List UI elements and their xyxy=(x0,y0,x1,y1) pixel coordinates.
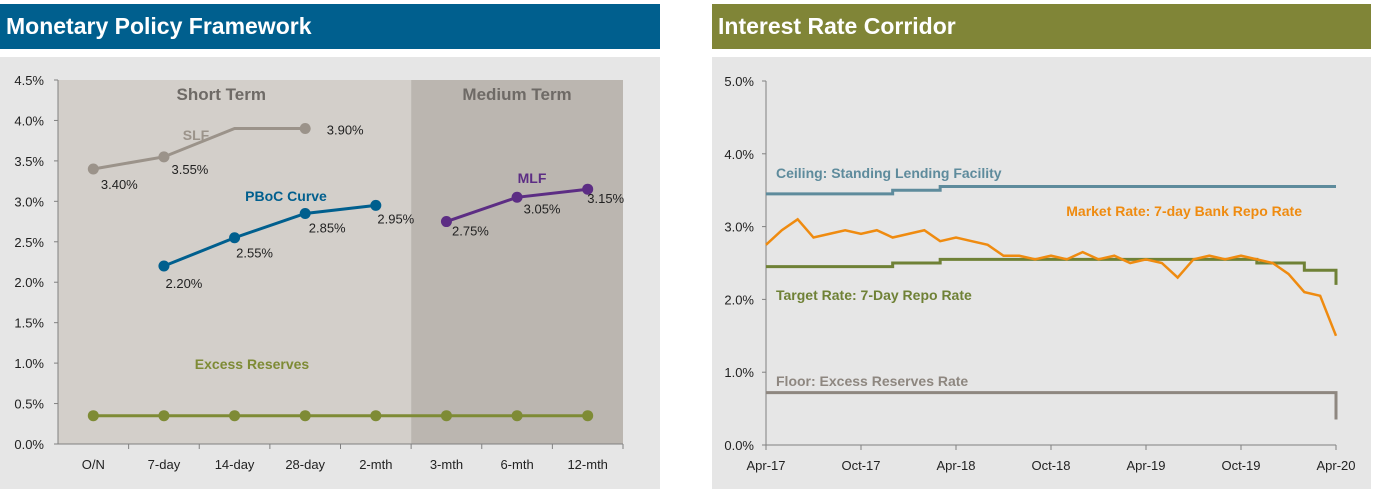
y-tick-label: 4.0% xyxy=(724,147,754,162)
market-rate-7-day-bank-repo-rate-series-label: Market Rate: 7-day Bank Repo Rate xyxy=(1066,203,1302,219)
pboc-curve-data-label: 2.85% xyxy=(309,220,346,235)
x-tick-label: O/N xyxy=(82,457,105,472)
mlf-point xyxy=(582,183,594,195)
x-tick-label: Apr-19 xyxy=(1126,458,1165,473)
slf-data-label: 3.55% xyxy=(172,162,209,177)
ceiling-standing-lending-facility-series-label: Ceiling: Standing Lending Facility xyxy=(776,165,1002,181)
x-tick-label: Oct-17 xyxy=(841,458,880,473)
x-tick-label: 28-day xyxy=(285,457,325,472)
y-tick-label: 0.0% xyxy=(724,438,754,453)
x-tick-label: 2-mth xyxy=(359,457,392,472)
y-tick-label: 4.0% xyxy=(14,113,44,128)
short-term-label: Short Term xyxy=(177,85,266,104)
y-tick-label: 3.0% xyxy=(724,220,754,235)
x-tick-label: 7-day xyxy=(148,457,181,472)
medium-term-region xyxy=(411,80,623,444)
pboc-curve-point xyxy=(370,199,382,211)
slf-point xyxy=(158,151,170,163)
interest-rate-corridor-chart: 0.0% 1.0% 2.0% 3.0% 4.0% 5.0% Apr-17 Oct-17 Apr-… xyxy=(724,74,1355,473)
y-tick-label: 1.0% xyxy=(14,356,44,371)
x-tick-label: Oct-18 xyxy=(1031,458,1070,473)
excess-reserves-point xyxy=(582,410,594,422)
pboc-curve-point xyxy=(299,207,311,219)
x-tick-label: 3-mth xyxy=(430,457,463,472)
pboc-curve-data-label: 2.55% xyxy=(236,246,273,261)
y-tick-label: 5.0% xyxy=(724,74,754,89)
pboc-curve-data-label: 2.20% xyxy=(166,276,203,291)
x-tick-label: Apr-18 xyxy=(936,458,975,473)
pboc-curve-line xyxy=(163,203,376,268)
panel-title: Interest Rate Corridor xyxy=(712,4,1371,49)
slf-point xyxy=(299,123,311,135)
x-tick-label: Apr-20 xyxy=(1316,458,1355,473)
pboc-curve-series-label: PBoC Curve xyxy=(245,188,327,204)
pboc-curve-point xyxy=(229,232,241,244)
y-tick-label: 1.5% xyxy=(14,316,44,331)
excess-reserves-point xyxy=(158,410,170,422)
excess-reserves-point xyxy=(440,410,452,422)
slf-point xyxy=(87,163,99,175)
slf-data-label: 3.90% xyxy=(327,123,364,138)
pboc-curve-data-label: 2.95% xyxy=(377,211,414,226)
mlf-point xyxy=(511,191,523,203)
excess-reserves-point xyxy=(370,410,382,422)
floor-excess-reserves-rate-line xyxy=(766,391,1338,420)
target-rate-7-day-repo-rate-series-label: Target Rate: 7-Day Repo Rate xyxy=(776,287,972,303)
y-tick-label: 1.0% xyxy=(724,365,754,380)
slf-data-label: 3.40% xyxy=(101,177,138,192)
plot-background xyxy=(712,57,1371,489)
interest-rate-corridor-panel: Interest Rate Corridor 0.0% 1.0% 2.0% 3.0% 4… xyxy=(712,0,1376,491)
mlf-data-label: 3.15% xyxy=(587,191,624,206)
medium-term-label: Medium Term xyxy=(462,85,571,104)
y-tick-label: 3.5% xyxy=(14,154,44,169)
excess-reserves-series-label: Excess Reserves xyxy=(195,356,310,372)
mlf-point xyxy=(440,216,452,228)
market-rate-7-day-bank-repo-rate-line xyxy=(765,217,1338,337)
y-tick-label: 2.5% xyxy=(14,235,44,250)
x-tick-label: Apr-17 xyxy=(746,458,785,473)
y-tick-label: 2.0% xyxy=(724,292,754,307)
x-tick-label: 12-mth xyxy=(567,457,607,472)
monetary-policy-panel: Monetary Policy Framework Short Term Medi… xyxy=(0,0,662,491)
pboc-curve-point xyxy=(158,260,170,272)
mlf-data-label: 3.05% xyxy=(524,201,561,216)
mlf-data-label: 2.75% xyxy=(452,224,489,239)
panel-title: Monetary Policy Framework xyxy=(0,4,660,49)
y-tick-label: 0.5% xyxy=(14,397,44,412)
excess-reserves-point xyxy=(229,410,241,422)
x-tick-label: 6-mth xyxy=(500,457,533,472)
target-rate-7-day-repo-rate-line xyxy=(766,257,1338,285)
slf-series-label: SLF xyxy=(183,127,210,143)
excess-reserves-point xyxy=(511,410,523,422)
monetary-policy-chart: Short Term Medium Term 0.0% 0.5% 1.0% 1.5% 2.0… xyxy=(14,73,624,472)
short-term-region xyxy=(58,80,412,444)
floor-excess-reserves-rate-series-label: Floor: Excess Reserves Rate xyxy=(776,373,968,389)
excess-reserves-point xyxy=(299,410,311,422)
excess-reserves-point xyxy=(87,410,99,422)
slf-line xyxy=(93,127,306,171)
y-tick-label: 2.0% xyxy=(14,275,44,290)
x-tick-label: Oct-19 xyxy=(1221,458,1260,473)
mlf-series-label: MLF xyxy=(518,170,547,186)
ceiling-standing-lending-facility-line xyxy=(766,185,1336,196)
y-tick-label: 3.0% xyxy=(14,194,44,209)
y-tick-label: 0.0% xyxy=(14,437,44,452)
x-tick-label: 14-day xyxy=(215,457,255,472)
y-tick-label: 4.5% xyxy=(14,73,44,88)
